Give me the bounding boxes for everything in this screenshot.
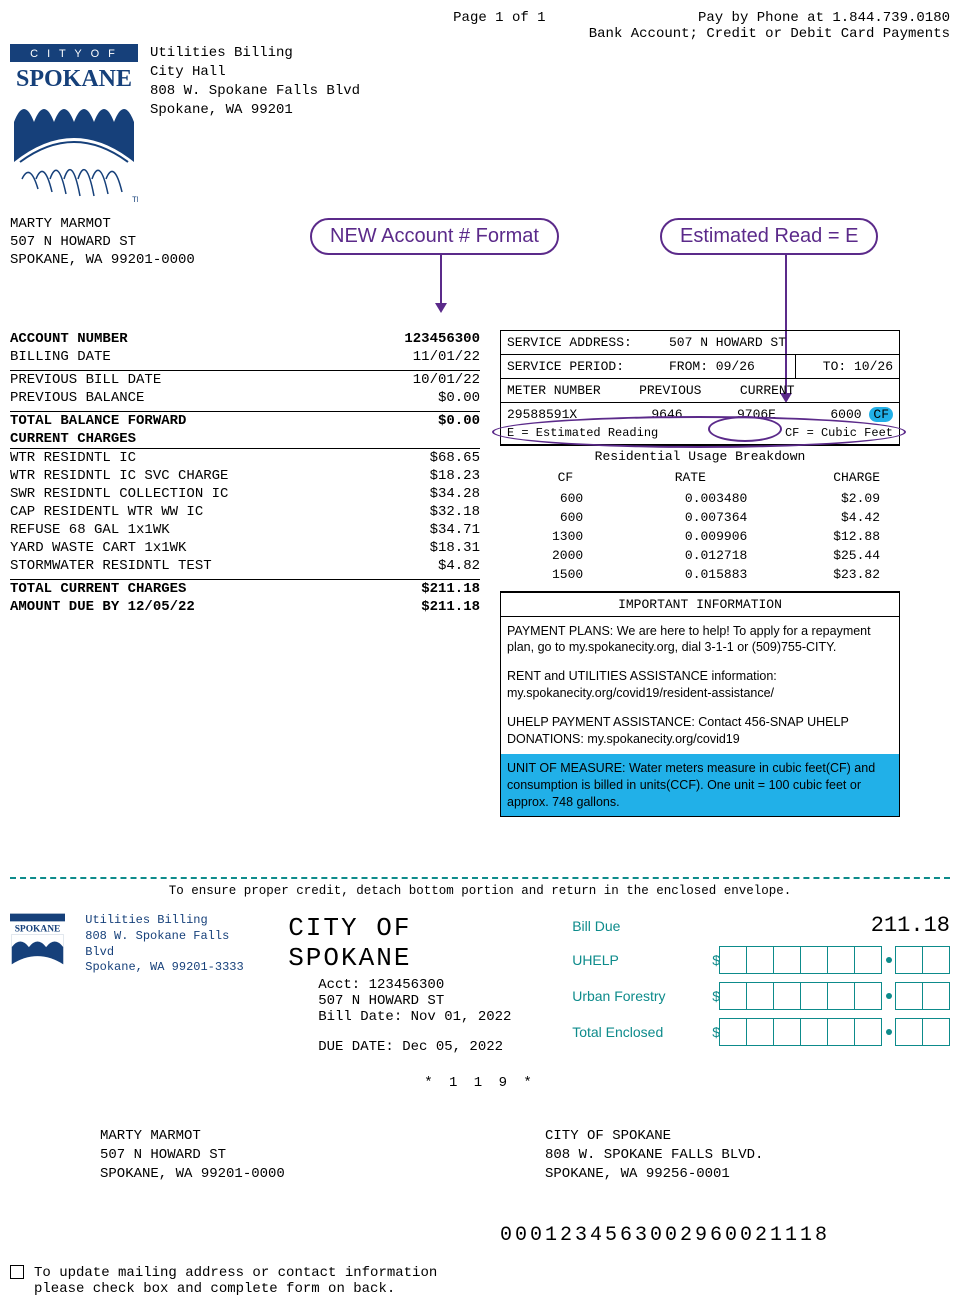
forestry-label: Urban Forestry — [572, 988, 712, 1004]
uhelp-amount-input[interactable] — [720, 946, 950, 974]
usage-cf: 1500 — [502, 566, 601, 583]
scan-barcode: 0001234563002960021118 — [10, 1224, 830, 1247]
usage-cf: 600 — [502, 509, 601, 526]
svg-text:C I T Y O F: C I T Y O F — [30, 48, 118, 60]
charge-label: WTR RESIDNTL IC — [10, 449, 392, 467]
spokane-logo: C I T Y O F SPOKANE TM — [10, 44, 138, 209]
charge-label: YARD WASTE CART 1x1WK — [10, 539, 392, 557]
info-rent-assistance: RENT and UTILITIES ASSISTANCE informatio… — [501, 662, 899, 708]
usage-cf: 2000 — [502, 547, 601, 564]
svg-text:TM: TM — [132, 196, 138, 204]
usage-rate: 0.012718 — [603, 547, 765, 564]
usage-charge: $25.44 — [767, 547, 898, 564]
charge-label: CAP RESIDENTL WTR WW IC — [10, 503, 392, 521]
charge-label: SWR RESIDNTL COLLECTION IC — [10, 485, 392, 503]
update-address-text: To update mailing address or contact inf… — [34, 1265, 464, 1297]
charge-amount: $34.28 — [392, 485, 480, 503]
usage-charge: $4.42 — [767, 509, 898, 526]
forestry-amount-input[interactable] — [720, 982, 950, 1010]
total-enclosed-input[interactable] — [720, 1018, 950, 1046]
update-address-checkbox[interactable] — [10, 1265, 24, 1279]
charge-amount: $32.18 — [392, 503, 480, 521]
usage-cf: 600 — [502, 490, 601, 507]
svg-text:SPOKANE: SPOKANE — [15, 925, 61, 935]
charge-label: WTR RESIDNTL IC SVC CHARGE — [10, 467, 392, 485]
usage-rate: 0.015883 — [603, 566, 765, 583]
arrow-head-icon — [435, 303, 447, 313]
mail-from-address: MARTY MARMOT 507 N HOWARD ST SPOKANE, WA… — [100, 1127, 505, 1184]
mail-to-address: CITY OF SPOKANE 808 W. SPOKANE FALLS BLV… — [545, 1127, 950, 1184]
pay-methods: Bank Account; Credit or Debit Card Payme… — [589, 26, 950, 42]
usage-charge: $2.09 — [767, 490, 898, 507]
stub-code: * 1 1 9 * — [10, 1075, 950, 1091]
charge-amount: $4.82 — [392, 557, 480, 575]
org-address: Utilities Billing City Hall 808 W. Spoka… — [150, 44, 360, 120]
total-enclosed-label: Total Enclosed — [572, 1024, 712, 1040]
callout-estimated-read: Estimated Read = E — [660, 218, 878, 255]
charge-amount: $18.31 — [392, 539, 480, 557]
usage-charge: $23.82 — [767, 566, 898, 583]
important-info-header: IMPORTANT INFORMATION — [501, 592, 899, 617]
bill-due-label: Bill Due — [572, 918, 712, 934]
annotation-oval-icon — [492, 416, 906, 448]
usage-breakdown-header: Residential Usage Breakdown — [500, 445, 900, 467]
account-summary: ACCOUNT NUMBER123456300 BILLING DATE11/0… — [10, 330, 480, 818]
usage-cf: 1300 — [502, 528, 601, 545]
info-uhelp: UHELP PAYMENT ASSISTANCE: Contact 456-SN… — [501, 708, 899, 754]
charge-amount: $68.65 — [392, 449, 480, 467]
usage-charge: $12.88 — [767, 528, 898, 545]
usage-rate: 0.007364 — [603, 509, 765, 526]
uhelp-label: UHELP — [572, 952, 712, 968]
stub-account-info: CITY OF SPOKANE Acct: 123456300 507 N HO… — [288, 913, 542, 1055]
stub-logo: SPOKANE — [10, 913, 77, 1055]
usage-rate: 0.003480 — [603, 490, 765, 507]
info-payment-plans: PAYMENT PLANS: We are here to help! To a… — [501, 617, 899, 663]
arrow-line-icon — [440, 254, 442, 304]
usage-rate: 0.009906 — [603, 528, 765, 545]
page-indicator: Page 1 of 1 — [453, 10, 545, 42]
annotation-oval-icon — [708, 416, 782, 442]
stub-org-address: Utilities Billing 808 W. Spokane Falls B… — [85, 913, 258, 1055]
charge-label: STORMWATER RESIDNTL TEST — [10, 557, 392, 575]
charge-amount: $18.23 — [392, 467, 480, 485]
perforation-line — [10, 877, 950, 879]
pay-phone: Pay by Phone at 1.844.739.0180 — [589, 10, 950, 26]
service-info-box: SERVICE ADDRESS: 507 N HOWARD ST SERVICE… — [500, 330, 900, 818]
charge-label: REFUSE 68 GAL 1x1WK — [10, 521, 392, 539]
detach-instruction: To ensure proper credit, detach bottom p… — [163, 884, 798, 898]
svg-text:SPOKANE: SPOKANE — [16, 66, 132, 92]
bill-due-amount: 211.18 — [712, 913, 950, 938]
callout-new-account: NEW Account # Format — [310, 218, 559, 255]
info-unit-measure: UNIT OF MEASURE: Water meters measure in… — [501, 754, 899, 817]
charge-amount: $34.71 — [392, 521, 480, 539]
